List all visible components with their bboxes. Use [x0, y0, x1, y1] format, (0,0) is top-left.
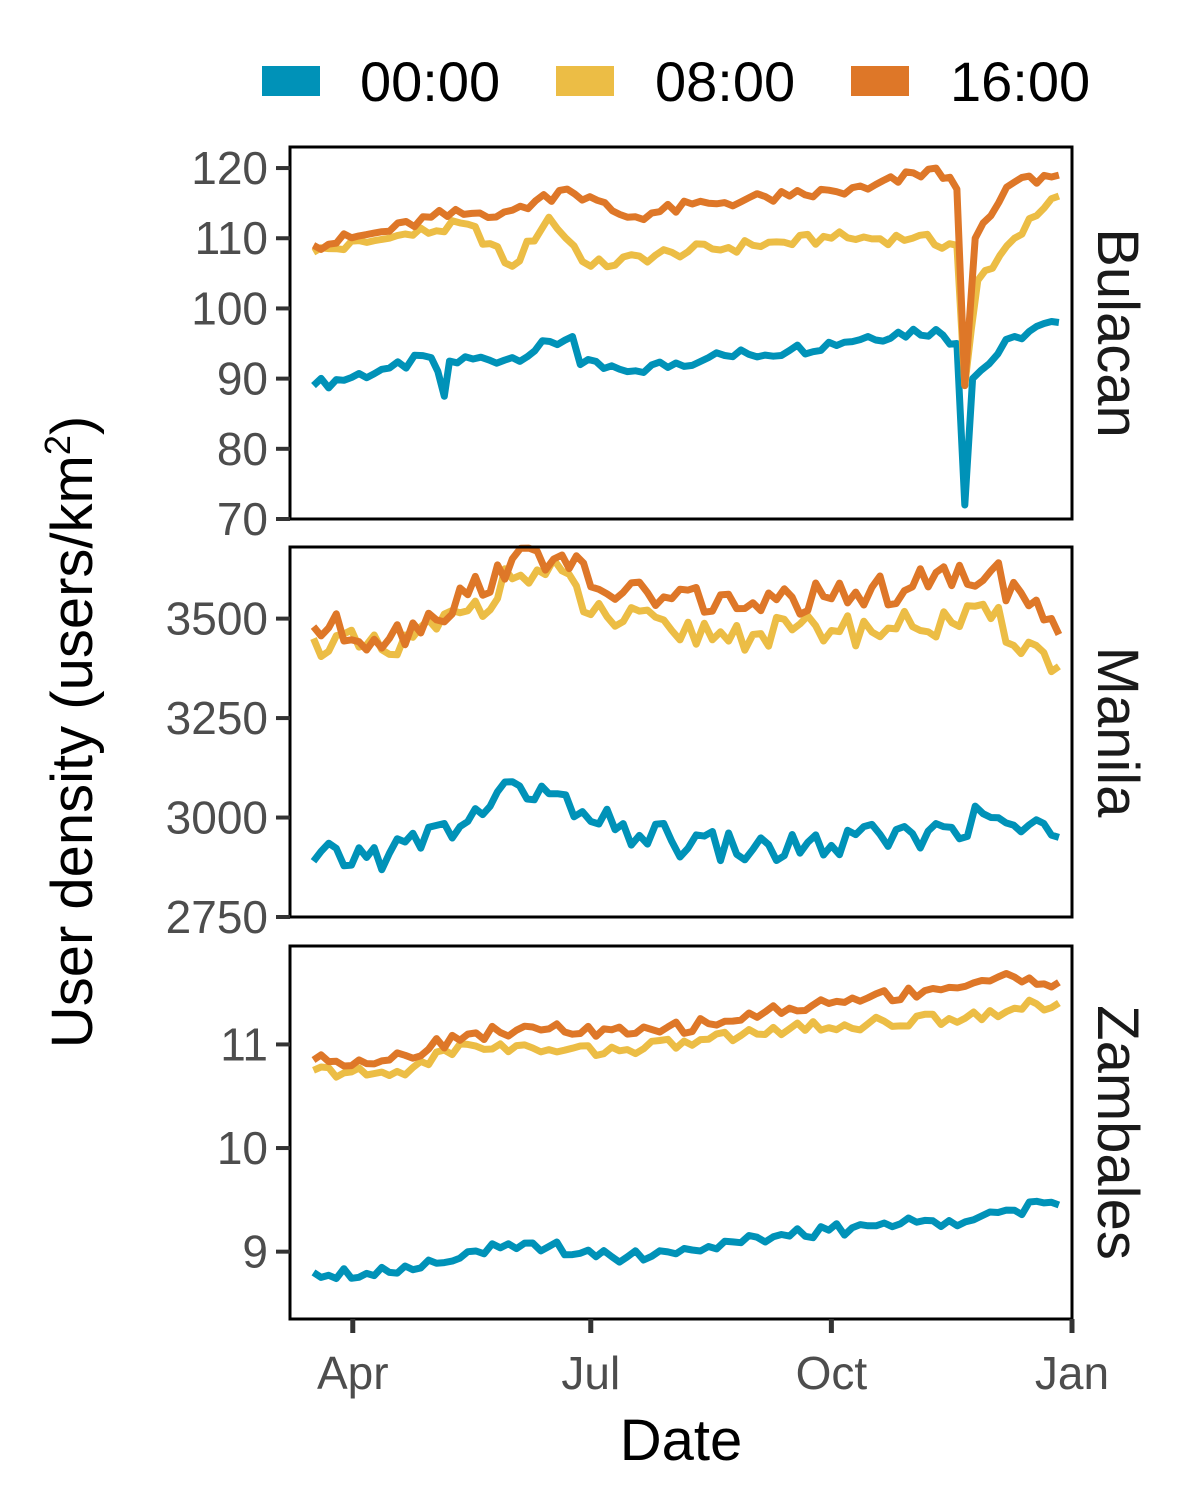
- legend-swatch-0: [262, 66, 320, 96]
- legend: 00:00 08:00 16:00: [262, 50, 1090, 113]
- y-axis-title: User density (users/km2): [37, 416, 105, 1048]
- y-tick-label: 70: [217, 493, 268, 545]
- x-axis: Apr Jul Oct Jan: [317, 1319, 1109, 1399]
- panel-zambales: 9 10 11 Zambales: [217, 944, 1150, 1321]
- panel-frame: [288, 545, 1074, 919]
- legend-label-1: 08:00: [655, 50, 795, 113]
- series-line-zambales-0000: [311, 1197, 1061, 1282]
- series-line-zambales-0800: [312, 996, 1061, 1081]
- y-tick-label: 120: [191, 142, 268, 194]
- series-line-zambales-1600: [311, 970, 1061, 1070]
- y-tick-label: 90: [217, 353, 268, 405]
- y-tick-label: 100: [191, 282, 268, 334]
- y-tick-label: 110: [195, 212, 268, 264]
- y-axis-title-superscript: 2: [37, 435, 78, 455]
- facet-label-bulacan: Bulacan: [1085, 228, 1150, 438]
- y-axis-title-main: User density (users/km: [40, 455, 105, 1048]
- panel-frame: [288, 145, 1074, 521]
- panel-frame: [288, 944, 1074, 1321]
- x-tick-label: Apr: [317, 1347, 389, 1399]
- y-tick-label: 3000: [166, 792, 268, 844]
- series-line-bulacan-0000: [311, 318, 1060, 509]
- facet-label-zambales: Zambales: [1085, 1005, 1150, 1260]
- x-tick-label: Oct: [796, 1347, 868, 1399]
- legend-label-0: 00:00: [360, 50, 500, 113]
- y-tick-label: 11: [220, 1018, 268, 1070]
- panel-bulacan: 70 80 90 100 110 120 Bulacan: [191, 142, 1150, 545]
- legend-swatch-2: [851, 66, 909, 96]
- legend-label-2: 16:00: [950, 50, 1090, 113]
- x-tick-label: Jul: [561, 1347, 620, 1399]
- x-tick-label: Jan: [1035, 1347, 1109, 1399]
- series-line-manila-0000: [310, 778, 1060, 874]
- panel-manila: 2750 3000 3250 3500 Manila: [166, 544, 1150, 943]
- series-line-manila-0800: [310, 556, 1061, 676]
- y-tick-label: 9: [242, 1226, 268, 1278]
- y-tick-label: 2750: [166, 891, 268, 943]
- y-tick-label: 10: [217, 1122, 268, 1174]
- y-axis-title-close: ): [40, 416, 105, 435]
- series-line-bulacan-0800: [311, 192, 1061, 390]
- panels: 70 80 90 100 110 120 Bulacan 2750 3000 3250 3500 Ma…: [166, 142, 1150, 1321]
- legend-swatch-1: [556, 66, 614, 96]
- y-tick-label: 3500: [166, 593, 268, 645]
- y-tick-label: 80: [217, 423, 268, 475]
- series-line-manila-1600: [310, 544, 1063, 654]
- x-axis-title: Date: [620, 1408, 743, 1473]
- series-line-bulacan-1600: [311, 164, 1060, 390]
- y-tick-label: 3250: [166, 692, 268, 744]
- facet-label-manila: Manila: [1085, 647, 1150, 819]
